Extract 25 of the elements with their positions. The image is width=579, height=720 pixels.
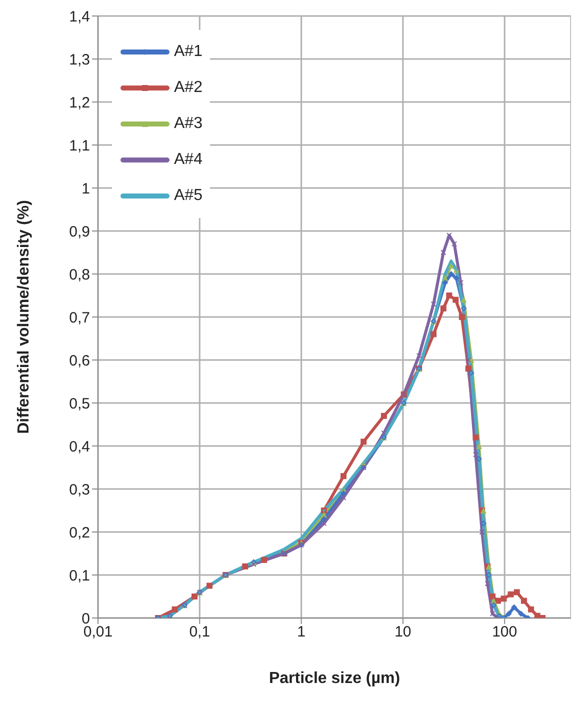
legend-label: A#5 xyxy=(174,187,202,205)
y-tick-label: 0,3 xyxy=(69,481,90,498)
y-tick-label: 1,4 xyxy=(69,8,90,26)
x-axis-title: Particle size (µm) xyxy=(268,670,400,687)
y-tick-label: 1 xyxy=(82,180,90,198)
x-tick-label: 0,1 xyxy=(189,624,210,641)
legend-label: A#4 xyxy=(174,151,202,169)
y-axis-title: Differential volume/density (%) xyxy=(16,200,33,434)
y-tick-label: 0,5 xyxy=(69,395,90,412)
y-tick-label: 0,8 xyxy=(69,266,90,284)
y-tick-label: 1,1 xyxy=(69,137,90,154)
x-tick-label: 10 xyxy=(394,624,412,641)
y-tick-label: 0,2 xyxy=(69,524,90,542)
y-tick-label: 0,1 xyxy=(69,567,90,584)
y-tick-label: 0,4 xyxy=(69,438,90,456)
y-tick-label: 0,6 xyxy=(69,352,90,370)
legend-label: A#1 xyxy=(174,43,202,61)
y-tick-label: 1,3 xyxy=(69,51,90,68)
legend-label: A#2 xyxy=(174,79,202,97)
x-tick-label: 100 xyxy=(492,624,518,641)
y-tick-label: 0,9 xyxy=(69,223,90,240)
y-tick-label: 1,2 xyxy=(69,94,90,112)
x-tick-label: 1 xyxy=(297,624,306,641)
legend-label: A#3 xyxy=(174,115,202,133)
y-tick-label: 0,7 xyxy=(69,309,90,326)
